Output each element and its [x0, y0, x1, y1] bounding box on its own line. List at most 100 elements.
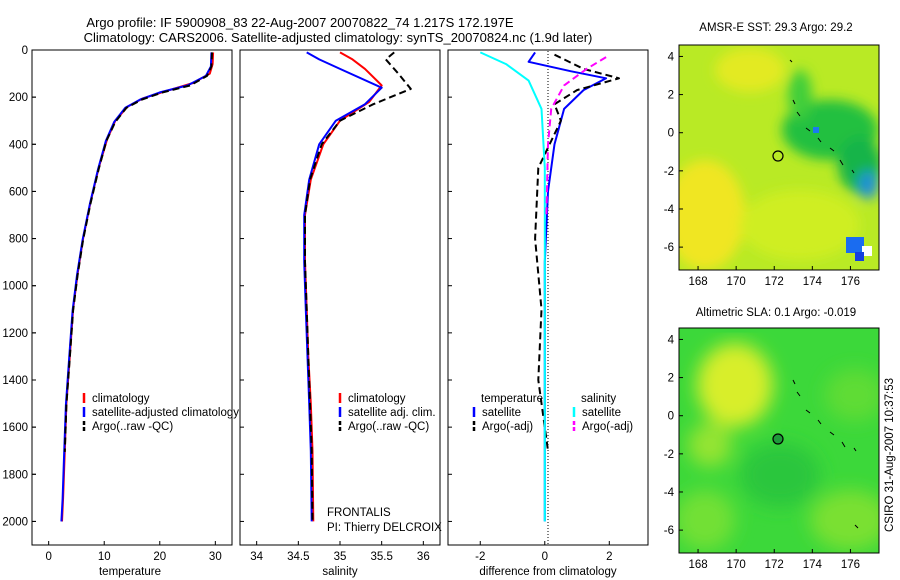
sla-map-frame — [678, 327, 880, 554]
x-tick-label: 10 — [98, 551, 111, 563]
float-pi: PI: Thierry DELCROIX — [327, 522, 442, 534]
series-line-climatology — [304, 51, 383, 522]
x-tick-label: 0 — [542, 551, 548, 563]
salinity-axes — [239, 49, 441, 546]
temperature-panel: 0 200 400 600 800 1000 1200 1400 1600 1800 2000 0 1… — [2, 45, 239, 578]
sst-map-title: AMSR-E SST: 29.3 Argo: 29.2 — [699, 22, 852, 34]
map-x-tick-label: 170 — [727, 559, 746, 571]
map-x-tick-label: 176 — [841, 559, 860, 571]
map-y-tick-label: -6 — [664, 525, 674, 537]
salinity-xlabel: salinity — [322, 566, 357, 578]
x-tick-label: 2 — [606, 551, 612, 563]
legend-entry-label: satellite — [582, 407, 621, 419]
depth-tick-label: 2000 — [2, 516, 28, 528]
x-tick-label: 20 — [153, 551, 166, 563]
difference-series — [479, 51, 620, 522]
legend-entry-label: Argo(..raw -QC) — [348, 421, 429, 433]
difference-legend: temperature salinity satellite Argo(-adj) sa… — [472, 393, 633, 433]
figure-title: Argo profile: IF 5900908_83 22-Aug-2007 … — [86, 15, 514, 30]
legend-header-temperature: temperature — [481, 393, 543, 405]
legend-entry-label: climatology — [348, 393, 406, 405]
x-tick-label: 30 — [209, 551, 222, 563]
map-x-tick-label: 168 — [688, 559, 707, 571]
map-y-tick-label: -2 — [664, 449, 674, 461]
x-tick-label: 36 — [417, 551, 430, 563]
difference-xlabel: difference from climatology — [479, 566, 616, 578]
x-tick-label: 34.5 — [287, 551, 309, 563]
x-tick-label: 35.5 — [370, 551, 392, 563]
argo-position-marker — [772, 433, 784, 445]
map-y-tick-label: -6 — [664, 242, 674, 254]
series-line-salinity-argo-adj- — [545, 56, 607, 216]
depth-tick-label: 1800 — [2, 469, 28, 481]
salinity-x-ticks: 34 34.5 35 35.5 36 — [240, 49, 430, 563]
map-y-tick-label: 2 — [668, 373, 674, 385]
legend-entry-label: satellite — [482, 407, 521, 419]
legend-entry-label: climatology — [92, 393, 150, 405]
legend-entry-label: Argo(-adj) — [582, 421, 633, 433]
legend-entry-label: satellite adj. clim. — [348, 407, 436, 419]
sla-map-panel: Altimetric SLA: 0.1 Argo: -0.019 168 170 1… — [664, 307, 880, 571]
series-line-argo-raw-qc- — [63, 52, 213, 452]
legend-entry-label: satellite-adjusted climatology — [92, 407, 239, 419]
sst-map-frame — [678, 44, 880, 271]
x-tick-label: 35 — [334, 551, 347, 563]
sst-coastline — [789, 59, 855, 174]
sla-coastline — [792, 379, 859, 529]
temperature-legend: climatology satellite-adjusted climatolog… — [82, 393, 239, 433]
depth-tick-label: 0 — [22, 45, 28, 57]
depth-tick-label: 1200 — [2, 328, 28, 340]
map-x-tick-label: 168 — [688, 276, 707, 288]
difference-panel: -2 0 2 difference from climatology tempera… — [447, 49, 649, 578]
map-y-tick-label: -2 — [664, 166, 674, 178]
sst-map-ticks: 168 170 172 174 176 4 2 0 -2 -4 -6 — [664, 51, 860, 288]
csiro-timestamp: CSIRO 31-Aug-2007 10:37:53 — [884, 378, 896, 532]
series-line-argo-raw-qc- — [304, 51, 412, 522]
legend-entry-label: Argo(..raw -QC) — [92, 421, 173, 433]
map-y-tick-label: 0 — [668, 411, 674, 423]
map-x-tick-label: 172 — [765, 559, 784, 571]
map-y-tick-label: 4 — [668, 334, 675, 346]
map-y-tick-label: 4 — [668, 51, 675, 63]
sla-map-ticks: 168 170 172 174 176 4 2 0 -2 -4 -6 — [664, 334, 860, 571]
temperature-xlabel: temperature — [99, 566, 161, 578]
salinity-series — [303, 51, 412, 522]
sst-field — [679, 45, 879, 270]
depth-tick-label: 1000 — [2, 281, 28, 293]
depth-tick-label: 1400 — [2, 375, 28, 387]
map-x-tick-label: 170 — [727, 276, 746, 288]
temperature-series — [60, 52, 215, 522]
legend-entry-label: Argo(-adj) — [482, 421, 533, 433]
salinity-panel: 34 34.5 35 35.5 36 salinity climatology satel… — [239, 49, 442, 578]
depth-axis-ticks: 0 200 400 600 800 1000 1200 1400 1600 1800 2000 — [2, 45, 36, 528]
sst-map-panel: AMSR-E SST: 29.3 Argo: 29.2 168 170 172 174… — [664, 22, 880, 288]
x-tick-label: -2 — [475, 551, 485, 563]
map-x-tick-label: 172 — [765, 276, 784, 288]
x-tick-label: 0 — [45, 551, 51, 563]
map-x-tick-label: 174 — [803, 559, 823, 571]
depth-tick-label: 800 — [9, 234, 28, 246]
temperature-axes — [31, 49, 233, 546]
map-y-tick-label: 2 — [668, 90, 674, 102]
x-tick-label: 34 — [250, 551, 263, 563]
depth-tick-label: 400 — [9, 139, 28, 151]
legend-header-salinity: salinity — [581, 393, 616, 405]
map-y-tick-label: -4 — [664, 487, 675, 499]
difference-x-ticks: -2 0 2 — [448, 49, 612, 563]
argo-position-marker — [772, 150, 784, 162]
sla-map-title: Altimetric SLA: 0.1 Argo: -0.019 — [696, 307, 856, 319]
series-line-temperature-argo-adj- — [534, 53, 620, 451]
map-y-tick-label: 0 — [668, 128, 674, 140]
salinity-legend: climatology satellite adj. clim. Argo(..ra… — [338, 393, 436, 433]
float-program: FRONTALIS — [327, 507, 391, 519]
map-x-tick-label: 176 — [841, 276, 860, 288]
map-x-tick-label: 174 — [803, 276, 823, 288]
series-line-salinity-satellite — [479, 51, 546, 522]
temperature-x-ticks: 0 10 20 30 — [32, 49, 222, 563]
depth-tick-label: 600 — [9, 186, 28, 198]
depth-tick-label: 200 — [9, 92, 28, 104]
figure-subtitle: Climatology: CARS2006. Satellite-adjuste… — [84, 30, 593, 45]
depth-tick-label: 1600 — [2, 422, 28, 434]
map-y-tick-label: -4 — [664, 204, 675, 216]
